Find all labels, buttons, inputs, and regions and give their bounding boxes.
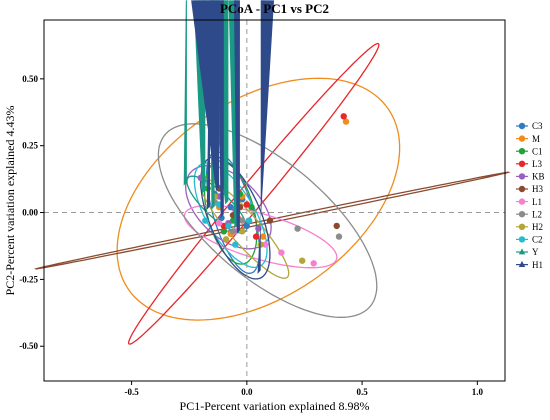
x-tick-label: 0.0 — [241, 387, 253, 397]
legend-item-l2: L2 — [516, 209, 542, 219]
data-point-c3-5 — [218, 214, 225, 222]
x-tick-label: -0.5 — [124, 387, 139, 397]
zero-lines-layer — [44, 20, 505, 381]
legend-item-kb: KB — [516, 172, 545, 182]
y-axis-label: PC2-Percent variation explained 4.43% — [3, 106, 17, 296]
data-point-h1-4 — [233, 0, 240, 234]
legend-marker — [518, 160, 526, 167]
legend-marker — [518, 173, 526, 180]
data-point-l1-4 — [278, 249, 285, 256]
legend-marker — [518, 248, 526, 255]
data-point-h2-2 — [222, 236, 230, 243]
legend-marker — [518, 198, 526, 205]
data-point-h2-1 — [299, 257, 306, 264]
legend-item-c3: C3 — [516, 121, 543, 131]
legend-marker — [518, 148, 526, 155]
data-point-l2-2 — [239, 217, 246, 224]
legend-item-h1: H1 — [516, 260, 543, 270]
ellipse-l3 — [127, 42, 380, 345]
data-point-h3-4 — [266, 217, 274, 224]
y-tick-label: 0.50 — [22, 74, 38, 84]
y-tick-label: -0.50 — [19, 341, 38, 351]
data-point-c2-3 — [225, 222, 232, 230]
data-point-c2-1 — [202, 217, 209, 224]
legend-item-l1: L1 — [516, 197, 542, 207]
legend-marker — [518, 185, 526, 193]
legend-item-h2: H2 — [516, 222, 543, 232]
data-point-h2-3 — [239, 228, 246, 235]
data-point-h1-1 — [257, 0, 275, 275]
legend-label: M — [532, 134, 540, 144]
legend-label: L3 — [532, 159, 542, 169]
legend-label: H2 — [532, 222, 543, 232]
y-tick-label: 0.25 — [22, 141, 38, 151]
axes-layer: -0.5 0.0 0.5 1.0 -0.50 -0.25 0.00 0.25 0.50 — [19, 74, 483, 397]
legend-label: H1 — [532, 260, 543, 270]
ellipse-m — [116, 77, 401, 321]
data-point-l1-1 — [310, 260, 317, 267]
ellipses-layer — [33, 42, 511, 345]
legend-label: KB — [532, 172, 545, 182]
legend-item-c2: C2 — [516, 235, 543, 245]
ellipse-l2 — [157, 123, 378, 318]
points-layer — [183, 0, 350, 275]
data-point-l3-4 — [243, 201, 250, 208]
legend-label: C2 — [532, 235, 543, 245]
ellipse-l1 — [183, 204, 338, 269]
chart-title: PCoA - PC1 vs PC2 — [220, 1, 329, 16]
x-axis-label: PC1-Percent variation explained 8.98% — [180, 399, 370, 413]
legend: C3 M C1 L3 KB H3 L1 L2 H2 C2 Y H1 — [516, 121, 545, 270]
x-tick-label: 0.5 — [356, 387, 368, 397]
data-point-c2-5 — [232, 241, 239, 248]
legend-item-h3: H3 — [516, 184, 543, 194]
data-point-c2-4 — [245, 217, 253, 224]
legend-marker — [518, 122, 526, 130]
data-point-h1-5 — [191, 0, 220, 192]
legend-item-m: M — [516, 134, 540, 144]
data-point-h1-3 — [217, 0, 224, 218]
data-point-m-1 — [342, 118, 350, 125]
legend-marker — [518, 236, 526, 243]
data-point-c1-3 — [248, 204, 255, 211]
legend-marker — [518, 135, 526, 142]
data-point-c3-3 — [243, 222, 250, 230]
data-point-m-4 — [259, 233, 267, 240]
legend-item-l3: L3 — [516, 159, 542, 169]
data-point-y-1 — [183, 0, 187, 186]
data-point-l2-4 — [294, 225, 301, 232]
legend-label: L1 — [532, 197, 542, 207]
y-tick-label: 0.00 — [22, 208, 38, 218]
ellipse-c2 — [193, 162, 268, 269]
data-point-l1-2 — [262, 241, 269, 248]
y-tick-label: -0.25 — [19, 274, 38, 284]
plot-frame — [43, 19, 506, 382]
ellipse-h3 — [33, 171, 511, 270]
legend-label: C3 — [532, 121, 543, 131]
legend-marker — [518, 211, 526, 218]
data-point-h3-1 — [333, 222, 340, 230]
data-point-l1-5 — [216, 220, 223, 227]
legend-label: H3 — [532, 184, 543, 194]
data-point-l3-1 — [340, 113, 347, 120]
data-point-c1-4 — [220, 228, 227, 235]
legend-label: L2 — [532, 209, 542, 219]
legend-marker — [518, 223, 526, 230]
legend-item-c1: C1 — [516, 146, 543, 156]
legend-marker — [518, 260, 526, 267]
data-point-kb-4 — [255, 225, 262, 232]
legend-label: Y — [532, 247, 539, 257]
data-point-l2-5 — [229, 228, 237, 235]
x-tick-label: 1.0 — [472, 387, 484, 397]
data-point-l2-1 — [335, 233, 343, 240]
data-point-l3-5 — [252, 233, 260, 240]
legend-label: C1 — [532, 146, 543, 156]
legend-item-y: Y — [516, 247, 539, 257]
